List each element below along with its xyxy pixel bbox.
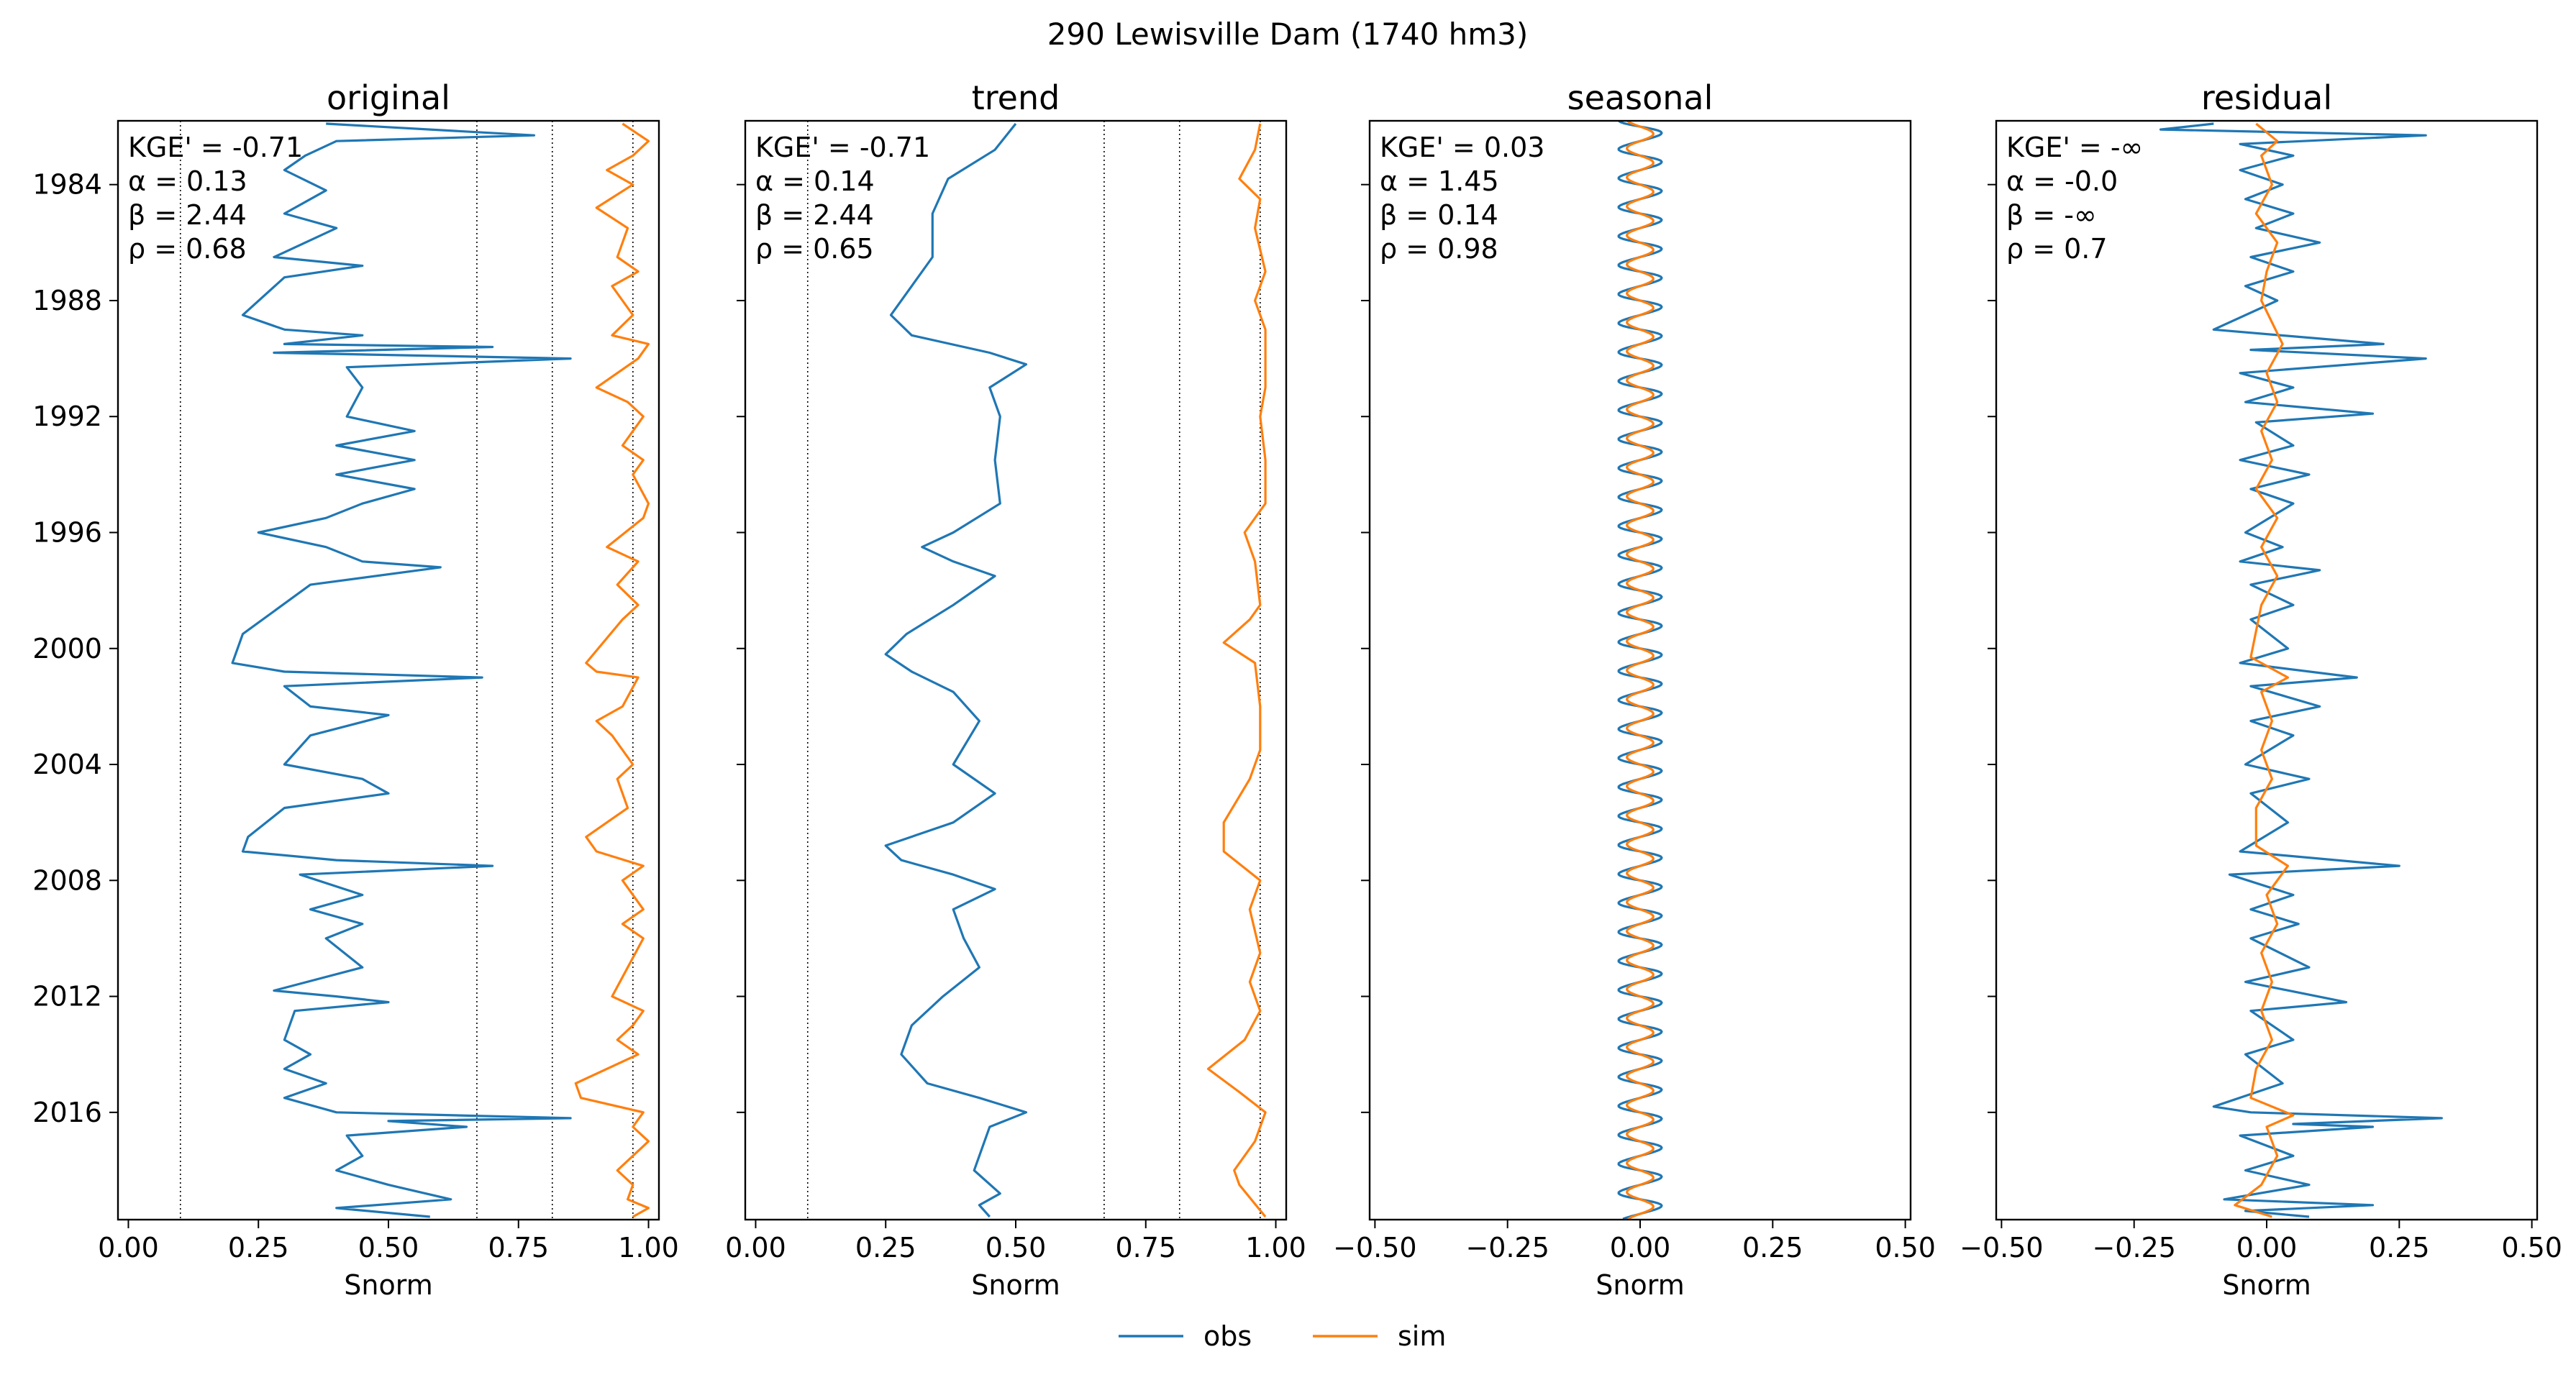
panels: original 0.00 0.25 0.50 0.75 1.00 Snorm 1984 198… — [32, 78, 2562, 1301]
stat-line: α = 0.14 — [755, 165, 875, 197]
series-obs-line — [231, 122, 572, 1218]
panel-title: original — [327, 78, 450, 117]
y-tick-label: 2016 — [32, 1097, 102, 1128]
figure-title: 290 Lewisville Dam (1740 hm3) — [1047, 17, 1529, 52]
x-axis-label: Snorm — [971, 1269, 1060, 1301]
series-obs-line — [1617, 121, 1663, 1220]
x-tick-label: 0.50 — [986, 1232, 1047, 1264]
x-tick-label: 0.25 — [855, 1232, 916, 1264]
panel-title: seasonal — [1567, 78, 1713, 117]
panel-trend: trend 0.00 0.25 0.50 0.75 1.00 Snorm KGE' = -0.… — [725, 78, 1306, 1301]
x-tick-label: 0.25 — [228, 1232, 289, 1264]
plot-area — [884, 123, 1267, 1218]
stat-line: β = 0.14 — [1380, 199, 1498, 231]
x-tick-label: 0.00 — [98, 1232, 159, 1264]
stat-line: KGE' = -∞ — [2006, 132, 2143, 163]
x-axis-label: Snorm — [2222, 1269, 2311, 1301]
legend: obs sim — [1119, 1320, 1446, 1352]
stat-line: ρ = 0.98 — [1380, 233, 1498, 265]
stat-line: ρ = 0.65 — [755, 233, 874, 265]
stat-line: α = 0.13 — [128, 165, 247, 197]
y-tick-label: 2012 — [32, 981, 102, 1013]
x-axis-label: Snorm — [1596, 1269, 1684, 1301]
series-sim-line — [574, 122, 650, 1218]
x-tick-label: −0.25 — [1465, 1232, 1549, 1264]
legend-label-sim: sim — [1398, 1320, 1446, 1352]
panel-residual: residual −0.50 −0.25 0.00 0.25 0.50 Snorm KGE' … — [1960, 78, 2562, 1301]
y-tick-label: 2004 — [32, 749, 102, 780]
stat-line: KGE' = -0.71 — [128, 132, 303, 163]
series-sim-line — [1206, 123, 1267, 1218]
y-tick-label: 1984 — [32, 169, 102, 201]
x-tick-label: −0.50 — [1960, 1232, 2043, 1264]
plot-area — [1617, 121, 1663, 1220]
y-tick-label: 1988 — [32, 285, 102, 316]
y-tick-label: 1996 — [32, 516, 102, 548]
panel-title: residual — [2201, 78, 2332, 117]
stat-line: β = 2.44 — [128, 199, 247, 231]
stat-line: α = -0.0 — [2006, 165, 2118, 197]
x-tick-label: 0.50 — [358, 1232, 419, 1264]
x-tick-label: −0.25 — [2092, 1232, 2175, 1264]
series-sim-line — [1626, 121, 1655, 1220]
panel-original: original 0.00 0.25 0.50 0.75 1.00 Snorm 1984 198… — [32, 78, 679, 1301]
x-tick-label: 0.50 — [1875, 1232, 1936, 1264]
stat-line: KGE' = 0.03 — [1380, 132, 1544, 163]
x-tick-label: 0.75 — [488, 1232, 549, 1264]
plot-area — [2159, 122, 2443, 1218]
x-tick-label: 1.00 — [1245, 1232, 1306, 1264]
x-tick-label: 0.25 — [1742, 1232, 1803, 1264]
x-tick-label: 0.00 — [2236, 1232, 2298, 1264]
stat-line: β = 2.44 — [755, 199, 874, 231]
legend-label-obs: obs — [1203, 1320, 1252, 1352]
series-sim-line — [2234, 122, 2295, 1218]
panel-title: trend — [972, 78, 1060, 117]
y-tick-label: 2008 — [32, 864, 102, 896]
stat-line: β = -∞ — [2006, 199, 2097, 231]
y-tick-label: 2000 — [32, 633, 102, 664]
x-tick-label: 0.25 — [2369, 1232, 2430, 1264]
series-obs-line — [884, 123, 1028, 1218]
x-tick-label: 0.00 — [1610, 1232, 1671, 1264]
stat-line: ρ = 0.68 — [128, 233, 247, 265]
stat-line: ρ = 0.7 — [2006, 233, 2108, 265]
y-tick-label: 1992 — [32, 401, 102, 432]
series-obs-line — [2159, 122, 2443, 1218]
stat-line: α = 1.45 — [1380, 165, 1499, 197]
plot-area — [231, 122, 650, 1218]
panel-seasonal: seasonal −0.50 −0.25 0.00 0.25 0.50 Snorm KGE' … — [1333, 78, 1936, 1301]
x-tick-label: −0.50 — [1333, 1232, 1416, 1264]
x-tick-label: 0.50 — [2501, 1232, 2562, 1264]
x-tick-label: 0.75 — [1115, 1232, 1176, 1264]
x-tick-label: 0.00 — [725, 1232, 786, 1264]
x-tick-label: 1.00 — [618, 1232, 679, 1264]
stat-line: KGE' = -0.71 — [755, 132, 930, 163]
x-axis-label: Snorm — [344, 1269, 432, 1301]
